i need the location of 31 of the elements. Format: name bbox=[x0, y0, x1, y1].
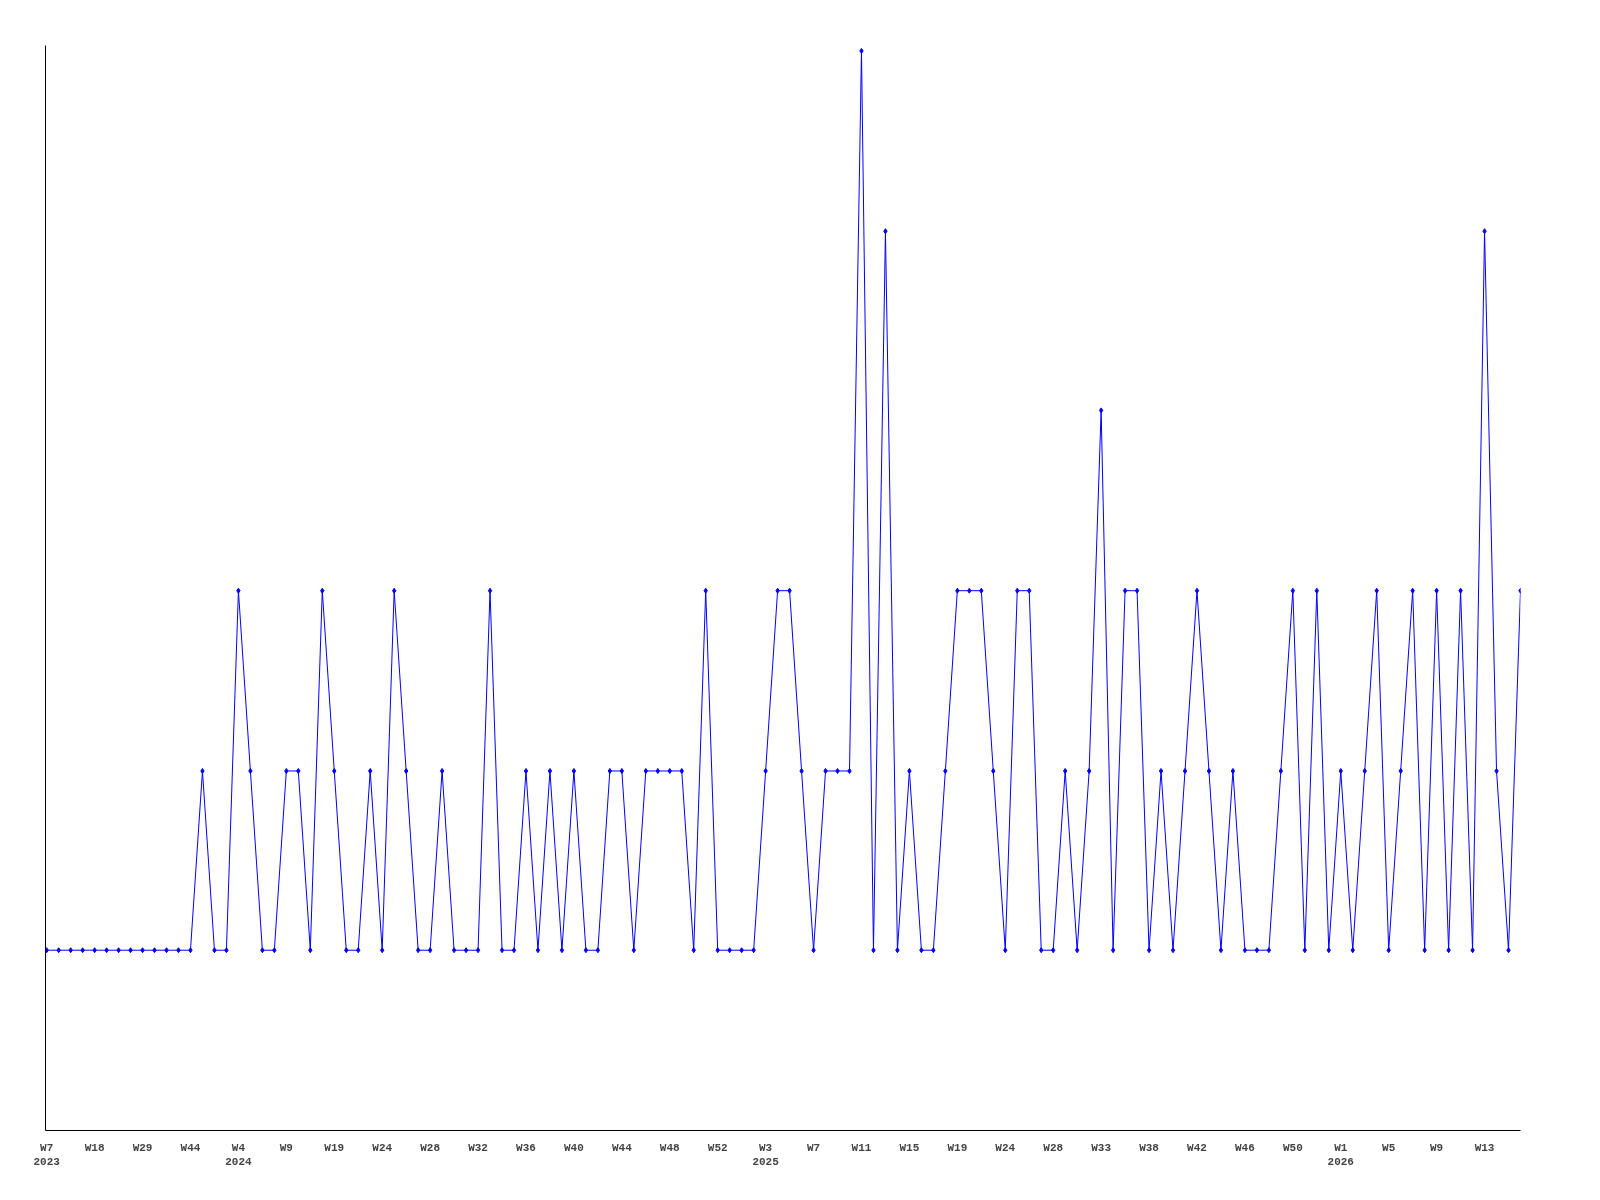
x-tick-label: W19 bbox=[947, 1141, 968, 1154]
x-tick-label: W11 bbox=[851, 1141, 872, 1154]
x-tick-label: W13 bbox=[1474, 1141, 1495, 1154]
x-tick-label: W1 2026 bbox=[1327, 1141, 1354, 1168]
x-tick-label: W24 bbox=[995, 1141, 1016, 1154]
x-tick-label: W9 bbox=[279, 1141, 293, 1154]
x-tick-label: W28 bbox=[420, 1141, 441, 1154]
x-tick-label: W36 bbox=[516, 1141, 536, 1154]
x-tick-label: W7 2023 bbox=[33, 1141, 61, 1168]
x-tick-label: W29 bbox=[132, 1141, 153, 1154]
x-tick-label: W5 bbox=[1382, 1141, 1396, 1154]
x-tick-label: W44 bbox=[611, 1141, 633, 1154]
x-tick-label: W7 bbox=[806, 1141, 821, 1154]
x-tick-label: W18 bbox=[84, 1141, 105, 1154]
x-tick-label: W48 bbox=[659, 1141, 681, 1154]
x-tick-label: W19 bbox=[324, 1141, 345, 1154]
x-tick-label: W44 bbox=[180, 1141, 201, 1154]
x-tick-label: W46 bbox=[1235, 1141, 1255, 1154]
x-tick-label: W24 bbox=[372, 1141, 393, 1154]
x-tick-label: W38 bbox=[1139, 1141, 1160, 1154]
x-tick-label: W40 bbox=[564, 1141, 584, 1154]
x-tick-label: W33 bbox=[1091, 1141, 1112, 1154]
x-tick-label: W52 bbox=[707, 1141, 728, 1154]
x-tick-label: W50 bbox=[1282, 1141, 1303, 1154]
x-tick-label: W15 bbox=[899, 1141, 920, 1154]
x-tick-label: W32 bbox=[468, 1141, 488, 1154]
x-tick-label: W9 bbox=[1430, 1141, 1444, 1154]
x-tick-label: W42 bbox=[1187, 1141, 1207, 1154]
x-tick-label: W3 2025 bbox=[752, 1141, 780, 1168]
x-tick-label: W28 bbox=[1043, 1141, 1064, 1154]
x-tick-label: W4 2024 bbox=[225, 1141, 253, 1168]
